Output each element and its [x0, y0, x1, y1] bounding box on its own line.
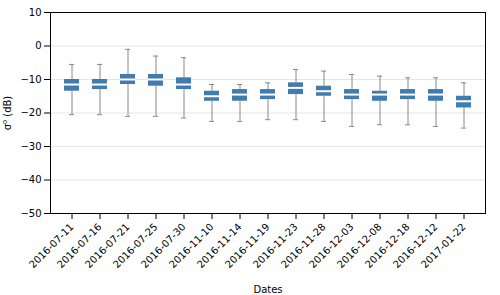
svg-text:−40: −40	[20, 174, 41, 185]
svg-text:2016-11-10: 2016-11-10	[166, 221, 216, 271]
svg-text:2016-07-21: 2016-07-21	[82, 221, 132, 271]
svg-text:0: 0	[35, 40, 41, 51]
svg-text:2016-11-14: 2016-11-14	[194, 221, 244, 271]
svg-text:2016-12-18: 2016-12-18	[362, 221, 412, 271]
svg-text:2016-11-23: 2016-11-23	[250, 221, 300, 271]
svg-text:−30: −30	[20, 141, 41, 152]
svg-text:2016-12-03: 2016-12-03	[306, 221, 356, 271]
svg-text:σ⁰ (dB): σ⁰ (dB)	[2, 96, 13, 131]
svg-text:2017-01-22: 2017-01-22	[419, 221, 468, 270]
svg-text:2016-11-28: 2016-11-28	[278, 221, 328, 271]
svg-text:2016-07-25: 2016-07-25	[110, 221, 160, 271]
svg-text:2016-11-19: 2016-11-19	[222, 221, 272, 271]
svg-text:−50: −50	[20, 208, 41, 219]
svg-text:10: 10	[29, 7, 42, 18]
svg-text:−10: −10	[20, 74, 41, 85]
svg-text:2016-07-30: 2016-07-30	[138, 221, 188, 271]
svg-text:2016-07-11: 2016-07-11	[26, 221, 76, 271]
svg-text:2016-12-12: 2016-12-12	[390, 221, 440, 271]
svg-text:2016-12-08: 2016-12-08	[334, 221, 384, 271]
svg-text:−20: −20	[20, 107, 41, 118]
svg-text:Dates: Dates	[253, 284, 282, 295]
svg-text:2016-07-16: 2016-07-16	[54, 221, 104, 271]
